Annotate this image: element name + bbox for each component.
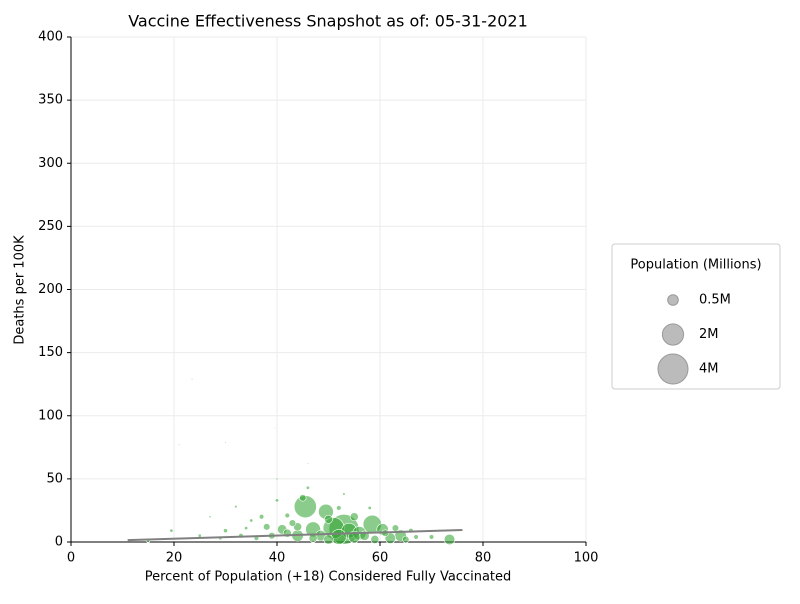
legend-label: 4M [699, 362, 719, 377]
bubble [208, 515, 212, 519]
bubble [305, 485, 310, 490]
bubble [324, 514, 333, 524]
x-tick-label: 20 [166, 551, 183, 566]
trend-line [127, 529, 463, 542]
legend-label: 2M [699, 327, 719, 342]
bubble [273, 427, 276, 430]
bubble [263, 523, 271, 531]
chart-title: Vaccine Effectiveness Snapshot as of: 05… [128, 12, 528, 31]
x-tick-label: 60 [372, 551, 389, 566]
bubble [178, 443, 181, 446]
x-tick-label: 80 [475, 551, 492, 566]
bubble [275, 477, 279, 481]
y-tick-label: 50 [46, 471, 63, 486]
y-tick-label: 0 [55, 535, 63, 550]
x-tick-label: 0 [67, 551, 75, 566]
bubble [258, 514, 265, 520]
bubble [284, 512, 290, 519]
bubble [223, 528, 228, 534]
bubble [349, 512, 359, 522]
x-axis-label: Percent of Population (+18) Considered F… [145, 570, 512, 585]
bubble [306, 462, 309, 465]
bubble [275, 498, 279, 503]
bubble [190, 378, 194, 381]
y-tick-label: 250 [38, 219, 63, 234]
bubble [367, 505, 372, 510]
legend-label: 0.5M [699, 293, 731, 308]
bubble [288, 519, 297, 527]
bubble [323, 534, 334, 545]
bubble [413, 534, 419, 540]
bubble [391, 524, 400, 532]
bubble [402, 535, 410, 544]
legend-title: Population (Millions) [630, 258, 761, 273]
y-tick-label: 300 [38, 156, 63, 171]
bubble [336, 505, 342, 511]
bubble [224, 441, 227, 444]
y-tick-label: 400 [38, 30, 63, 45]
bubble [169, 528, 174, 533]
y-tick-label: 200 [38, 282, 63, 297]
bubble [428, 534, 435, 540]
legend-bubble [661, 323, 685, 346]
bubble [330, 529, 347, 545]
bubble [234, 505, 238, 509]
x-tick-label: 100 [574, 551, 599, 566]
y-tick-label: 150 [38, 345, 63, 360]
bubble [342, 492, 346, 496]
legend-bubble [667, 294, 679, 306]
bubble [443, 533, 456, 546]
y-tick-label: 100 [38, 408, 63, 423]
bubble [197, 533, 202, 538]
bubble [299, 494, 307, 502]
bubble [244, 526, 249, 531]
legend-box [611, 243, 781, 390]
y-tick-label: 350 [38, 93, 63, 108]
x-tick-label: 40 [269, 551, 286, 566]
bubble [249, 518, 254, 523]
legend-bubble [657, 353, 689, 385]
y-axis-label: Deaths per 100K [13, 235, 28, 345]
bubble [370, 535, 380, 544]
